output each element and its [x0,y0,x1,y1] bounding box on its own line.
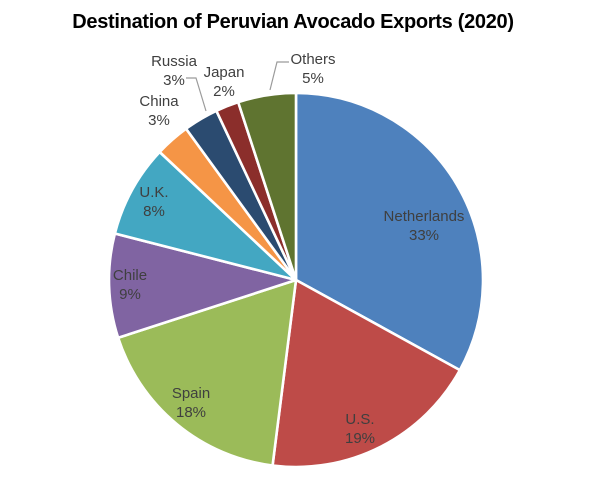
pie-slice-others [236,91,298,282]
pie-slice-netherlands [294,91,485,372]
leader-line-russia [186,77,207,112]
pie-slice-uk [113,150,298,282]
chart-title: Destination of Peruvian Avocado Exports … [72,11,514,33]
pie-slice-us [271,278,462,469]
leader-line-others [269,61,289,91]
pie-slice-chile [107,232,298,340]
pie-slice-spain [116,278,298,467]
